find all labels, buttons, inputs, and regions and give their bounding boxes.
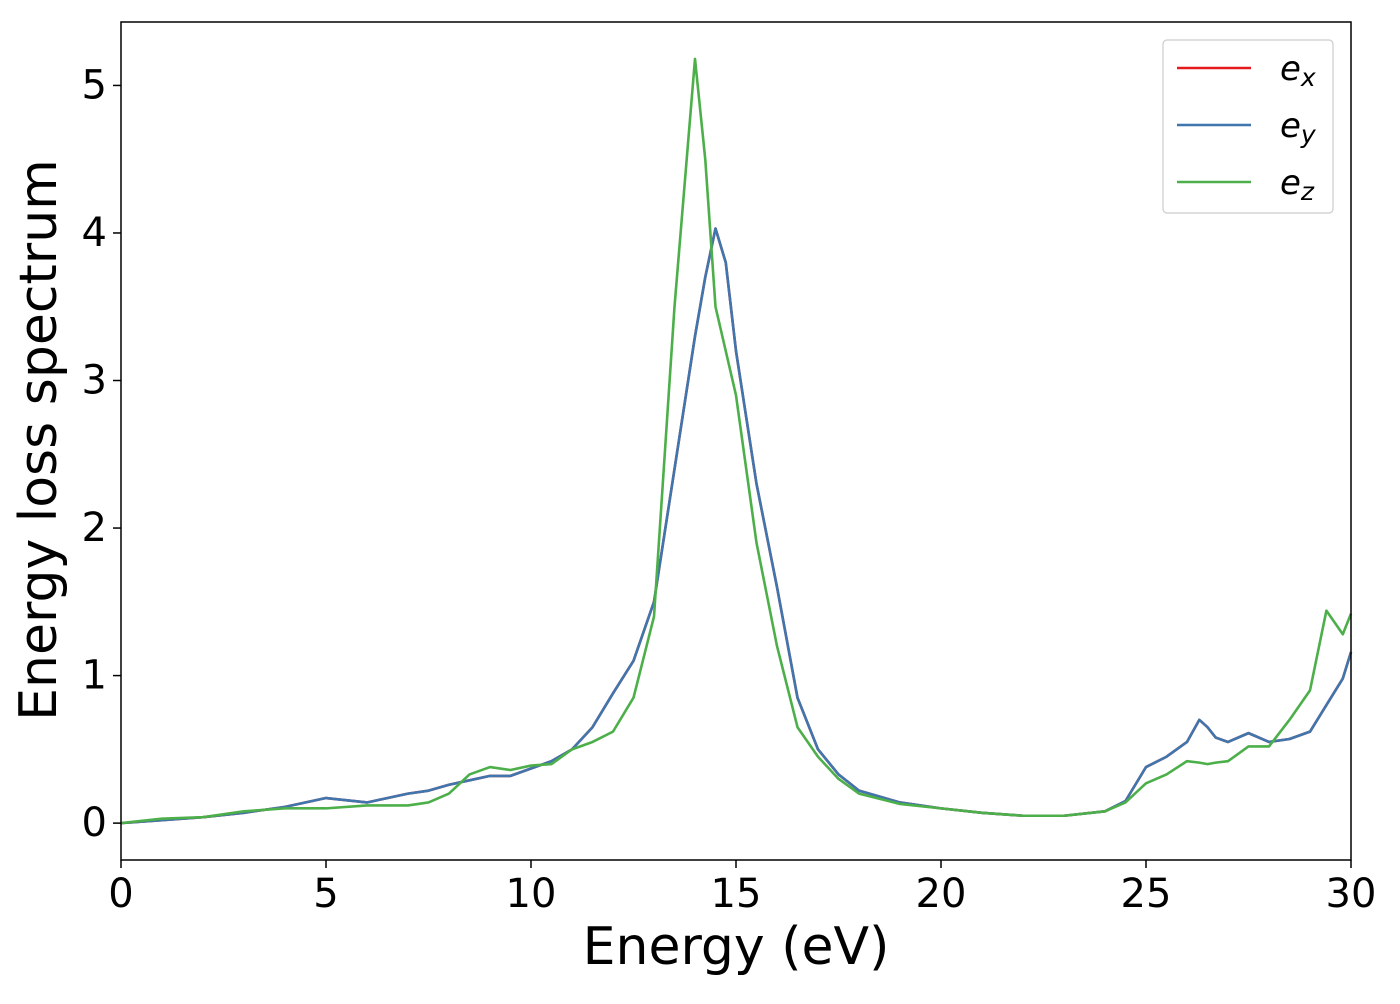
legend-box (1162, 39, 1334, 214)
x-tick-label: 0 (108, 871, 133, 917)
series-line (120, 57, 1353, 825)
legend-label: ez (1280, 163, 1315, 207)
y-tick-label: 3 (82, 358, 107, 404)
y-axis-label: Energy loss spectrum (9, 159, 69, 721)
y-tick-label: 2 (82, 505, 107, 551)
y-tick-label: 1 (82, 653, 107, 699)
x-axis-label: Energy (eV) (583, 917, 890, 977)
plot-frame (120, 21, 1352, 861)
legend-label: ex (1280, 49, 1316, 93)
legend-label: ey (1280, 106, 1317, 150)
series-line (120, 227, 1353, 825)
y-tick-label: 5 (82, 62, 107, 108)
x-tick-label: 20 (916, 871, 967, 917)
x-tick-label: 30 (1326, 871, 1377, 917)
y-tick-label: 4 (82, 210, 107, 256)
x-tick-label: 5 (313, 871, 338, 917)
x-tick-label: 10 (506, 871, 557, 917)
y-tick-label: 0 (82, 800, 107, 846)
series-line (120, 227, 1353, 825)
x-tick-label: 25 (1121, 871, 1172, 917)
x-tick-label: 15 (711, 871, 762, 917)
